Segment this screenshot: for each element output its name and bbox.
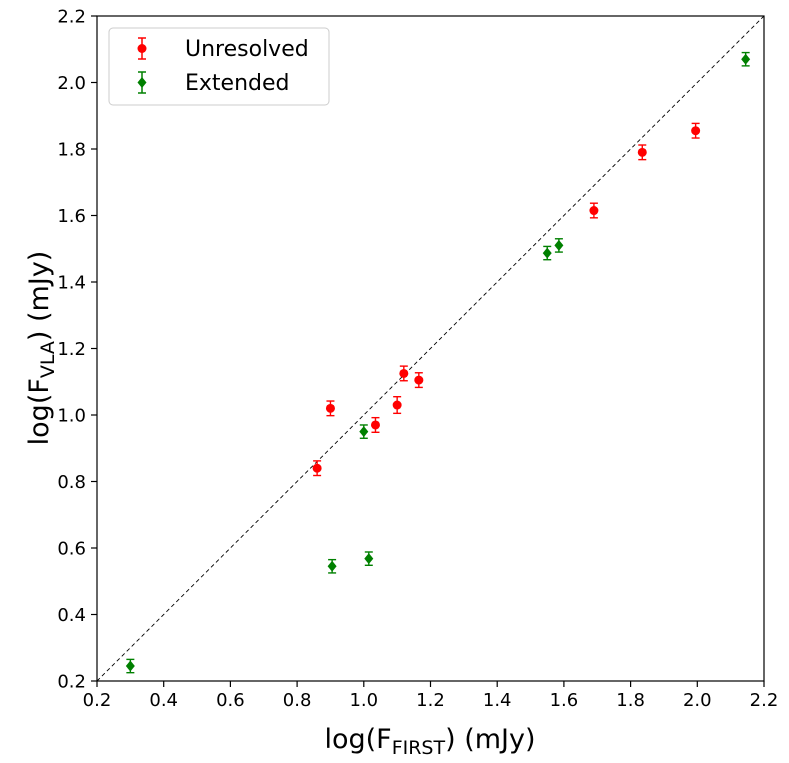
point-marker-diamond bbox=[741, 53, 751, 65]
y-tick-label: 1.0 bbox=[57, 406, 86, 427]
point-marker-circle bbox=[325, 403, 335, 413]
data-point-extended bbox=[125, 658, 135, 674]
legend-entry-unresolved: Unresolved bbox=[137, 37, 309, 62]
point-marker-circle bbox=[691, 126, 701, 136]
y-axis-label: log(FVLA) (mJy) bbox=[24, 251, 59, 446]
point-marker-circle bbox=[392, 400, 402, 410]
data-point-extended bbox=[741, 51, 751, 67]
x-axis-label: log(FFIRST) (mJy) bbox=[324, 724, 535, 759]
data-point-unresolved bbox=[589, 202, 599, 219]
reference-line-layer bbox=[96, 15, 765, 682]
data-point-extended bbox=[364, 551, 374, 566]
legend-entry-extended: Extended bbox=[137, 71, 290, 96]
x-tick-label: 0.6 bbox=[216, 690, 245, 711]
y-tick-label: 0.8 bbox=[57, 472, 86, 493]
point-marker-circle bbox=[399, 368, 409, 378]
one-to-one-reference-line bbox=[96, 15, 765, 682]
data-point-extended bbox=[359, 424, 369, 439]
point-marker-diamond bbox=[542, 247, 552, 259]
legend-box bbox=[108, 27, 330, 106]
y-tick-label: 0.2 bbox=[57, 672, 86, 693]
x-tick-label: 0.4 bbox=[149, 690, 178, 711]
y-tick-label: 1.4 bbox=[57, 273, 86, 294]
x-tick-label: 2.2 bbox=[750, 690, 779, 711]
y-tick-label: 1.8 bbox=[57, 140, 86, 161]
x-tick-label: 0.8 bbox=[283, 690, 312, 711]
y-tick-label: 2.2 bbox=[57, 7, 86, 28]
point-marker-circle bbox=[312, 463, 322, 473]
x-tick-label: 1.8 bbox=[616, 690, 645, 711]
legend-label-extended: Extended bbox=[185, 71, 290, 96]
point-marker-diamond bbox=[359, 426, 369, 438]
y-tick-label: 1.6 bbox=[57, 206, 86, 227]
point-marker-diamond bbox=[364, 553, 374, 565]
data-point-unresolved bbox=[325, 400, 335, 417]
x-tick-label: 1.4 bbox=[483, 690, 512, 711]
y-tick-label: 1.2 bbox=[57, 339, 86, 360]
data-point-unresolved bbox=[637, 144, 647, 161]
y-tick-label: 2.0 bbox=[57, 73, 86, 94]
x-tick-label: 0.2 bbox=[83, 690, 112, 711]
data-point-extended bbox=[554, 238, 564, 253]
legend-label-unresolved: Unresolved bbox=[185, 37, 309, 62]
x-tick-label: 1.0 bbox=[349, 690, 378, 711]
data-point-unresolved bbox=[399, 365, 409, 382]
point-marker-circle bbox=[370, 420, 380, 430]
point-marker-circle bbox=[637, 147, 647, 157]
data-point-extended bbox=[542, 245, 552, 261]
x-axis-ticks: 0.2 0.4 0.6 0.8 1.0 1.2 1.4 1.6 1.8 2.0 2.2 bbox=[83, 681, 779, 711]
x-tick-label: 2.0 bbox=[683, 690, 712, 711]
data-point-unresolved bbox=[392, 396, 402, 415]
data-point-unresolved bbox=[691, 122, 701, 139]
y-tick-label: 0.6 bbox=[57, 539, 86, 560]
point-marker-circle bbox=[589, 206, 599, 216]
legend: Unresolved Extended bbox=[108, 27, 330, 106]
data-point-extended bbox=[327, 558, 337, 574]
point-marker-diamond bbox=[125, 660, 135, 672]
x-tick-label: 1.2 bbox=[416, 690, 445, 711]
data-point-unresolved bbox=[312, 460, 322, 477]
legend-marker-extended bbox=[137, 77, 147, 88]
point-marker-diamond bbox=[327, 560, 337, 572]
y-axis-ticks: 0.2 0.4 0.6 0.8 1.0 1.2 1.4 1.6 1.8 2.0 2.2 bbox=[57, 7, 97, 693]
point-marker-diamond bbox=[554, 239, 564, 251]
y-tick-label: 0.4 bbox=[57, 605, 86, 626]
x-tick-label: 1.6 bbox=[550, 690, 579, 711]
point-marker-circle bbox=[414, 375, 424, 385]
data-point-unresolved bbox=[414, 372, 424, 389]
data-points-layer bbox=[125, 51, 751, 674]
data-point-unresolved bbox=[370, 416, 380, 433]
legend-marker-unresolved bbox=[137, 44, 147, 53]
